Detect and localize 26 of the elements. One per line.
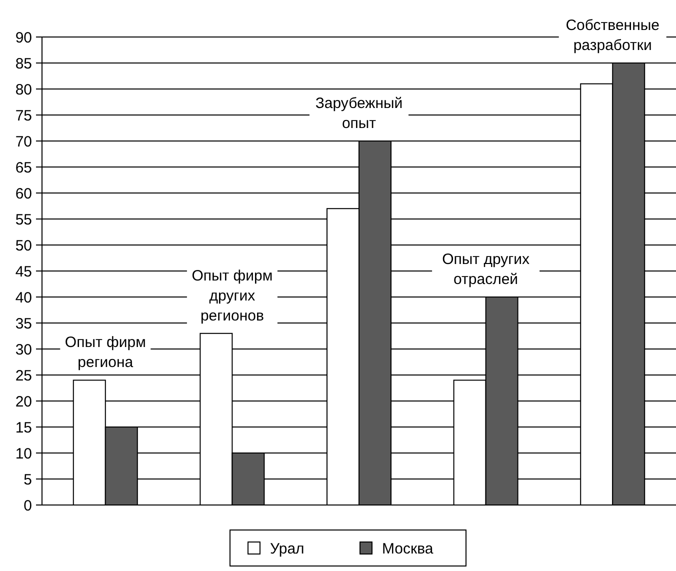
y-tick-label: 85: [15, 55, 32, 72]
x-tick-label: Зарубежный опыт: [315, 95, 403, 132]
y-tick-label: 0: [24, 497, 32, 514]
legend-label: Москва: [382, 540, 434, 558]
y-tick-label: 80: [15, 81, 32, 98]
y-tick-label: 5: [24, 471, 32, 488]
y-tick-label: 50: [15, 237, 32, 254]
y-tick-label: 15: [15, 419, 32, 436]
y-tick-label: 55: [15, 211, 32, 228]
y-tick-label: 25: [15, 367, 32, 384]
x-tick-label: Опыт фирм других регионов: [192, 267, 273, 324]
x-tick-label: Опыт фирм региона: [64, 334, 146, 372]
y-tick-label: 35: [15, 315, 32, 332]
y-tick-label: 60: [15, 185, 32, 202]
y-tick-label: 20: [15, 393, 32, 410]
y-tick-label: 40: [15, 289, 32, 306]
legend-label: Урал: [270, 540, 304, 558]
y-tick-label: 10: [15, 445, 32, 462]
y-tick-label: 45: [15, 263, 32, 280]
x-tick-label: Опыт других отраслей: [442, 251, 530, 288]
y-tick-label: 70: [15, 133, 32, 150]
y-tick-label: 75: [15, 107, 32, 124]
y-tick-label: 30: [15, 341, 32, 358]
y-tick-label: 90: [15, 29, 32, 46]
x-tick-label: Собственные разработки: [566, 17, 660, 54]
y-tick-label: 65: [15, 159, 32, 176]
